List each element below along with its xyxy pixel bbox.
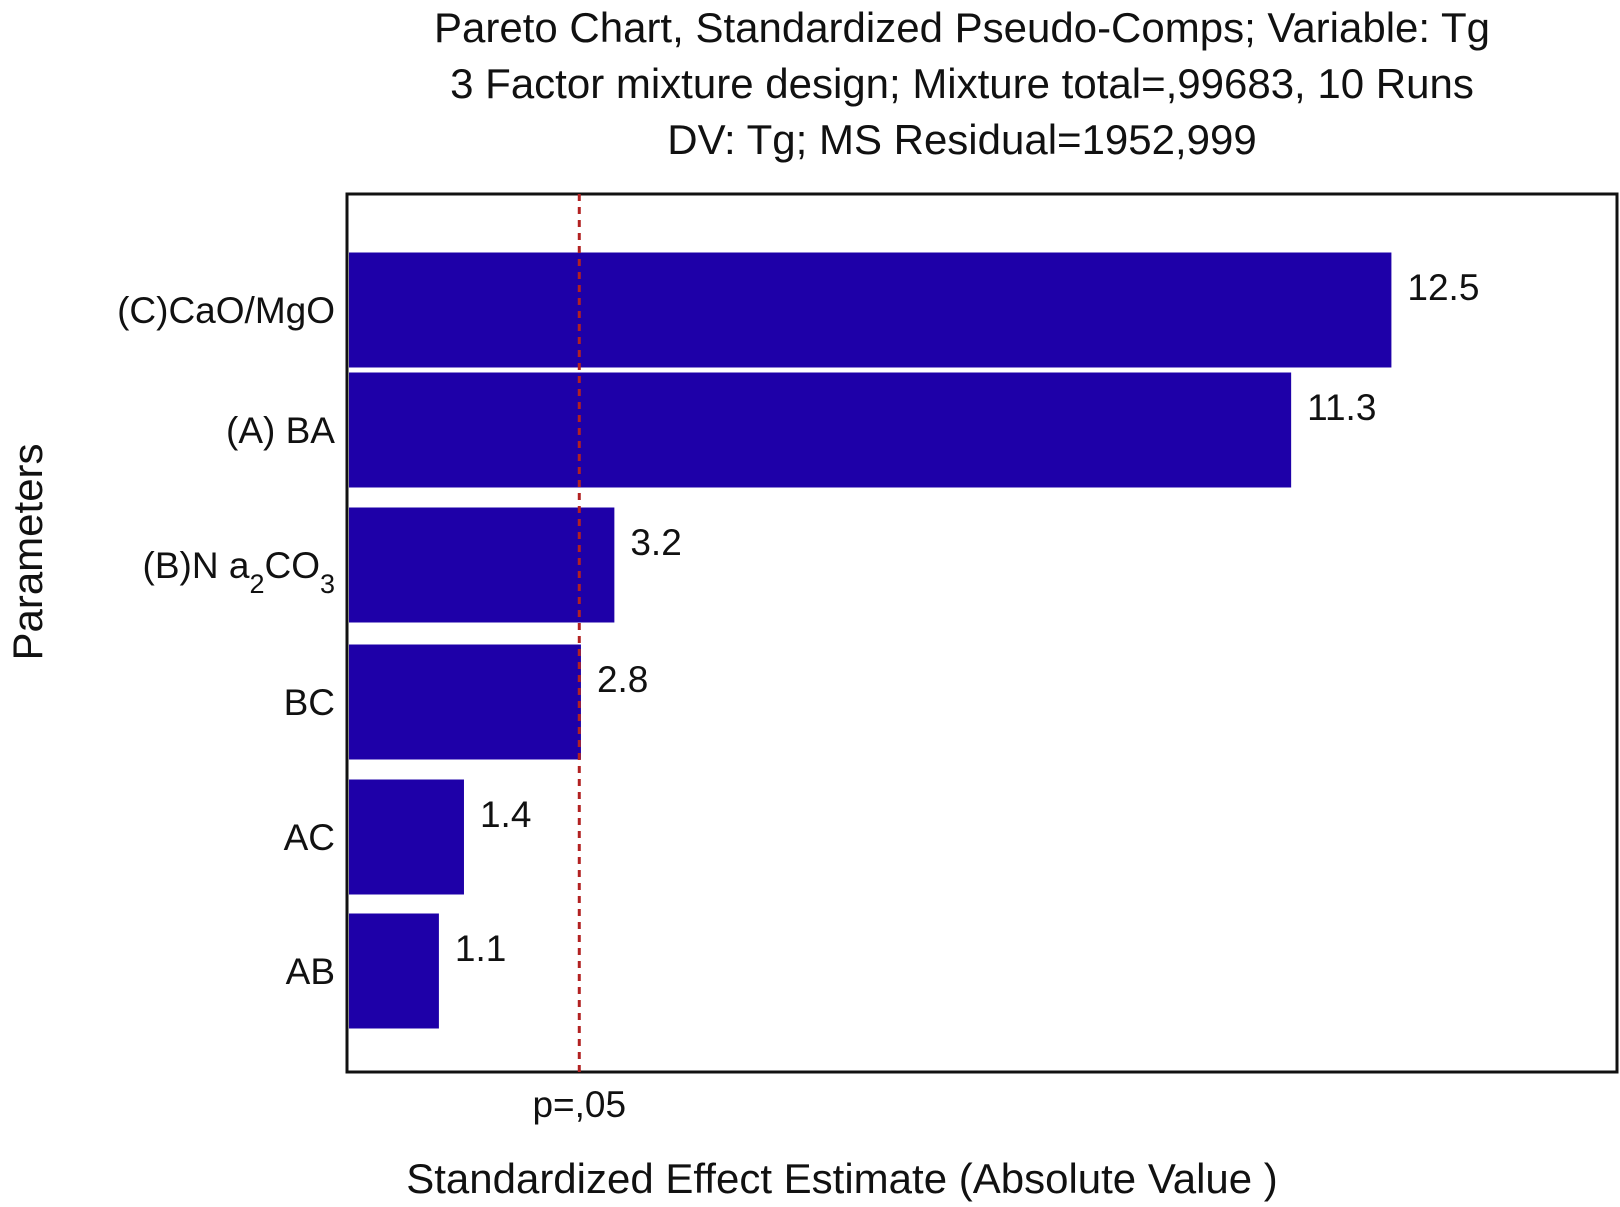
category-label-part: 2 (249, 569, 264, 599)
bar-5 (349, 779, 464, 895)
bar-3 (349, 507, 615, 623)
x-axis-title: Standardized Effect Estimate (Absolute V… (406, 1155, 1278, 1202)
bar-series (349, 252, 1392, 1029)
category-label-1: (C)CaO/MgO (117, 290, 335, 331)
bar-1 (349, 252, 1392, 368)
value-label-4: 2.8 (597, 659, 648, 700)
category-label-part: (C)CaO/MgO (117, 290, 335, 331)
category-label-part: AB (286, 951, 335, 992)
value-label-6: 1.1 (455, 928, 506, 969)
value-label-1: 12.5 (1407, 267, 1479, 308)
category-label-part: (A) BA (226, 410, 335, 451)
bar-2 (349, 372, 1292, 488)
bar-4 (349, 644, 581, 760)
chart-title: Pareto Chart, Standardized Pseudo-Comps;… (434, 4, 1490, 163)
category-label-6: AB (286, 951, 335, 992)
chart-title-line-3: DV: Tg; MS Residual=1952,999 (667, 116, 1257, 163)
chart-title-line-1: Pareto Chart, Standardized Pseudo-Comps;… (434, 4, 1490, 51)
bar-6 (349, 913, 439, 1029)
category-label-4: BC (284, 682, 335, 723)
category-label-part: BC (284, 682, 335, 723)
value-label-2: 11.3 (1307, 387, 1376, 428)
category-label-3: (B)N a2CO3 (143, 545, 335, 599)
significance-reference-label: p=,05 (532, 1084, 626, 1125)
category-label-5: AC (284, 817, 335, 858)
value-label-5: 1.4 (480, 794, 531, 835)
category-label-part: CO (264, 545, 320, 586)
value-labels: 12.5 11.3 3.2 2.8 1.4 1.1 (455, 267, 1480, 969)
value-label-3: 3.2 (630, 522, 681, 563)
y-axis-title: Parameters (4, 443, 51, 660)
category-label-part: (B)N a (143, 545, 250, 586)
chart-title-line-2: 3 Factor mixture design; Mixture total=,… (450, 60, 1474, 107)
category-label-part: 3 (320, 569, 335, 599)
category-label-2: (A) BA (226, 410, 335, 451)
category-labels: (C)CaO/MgO (A) BA (B)N a2CO3 BC AC AB (117, 290, 335, 992)
plot-area-frame (345, 192, 1619, 1074)
category-label-part: AC (284, 817, 335, 858)
